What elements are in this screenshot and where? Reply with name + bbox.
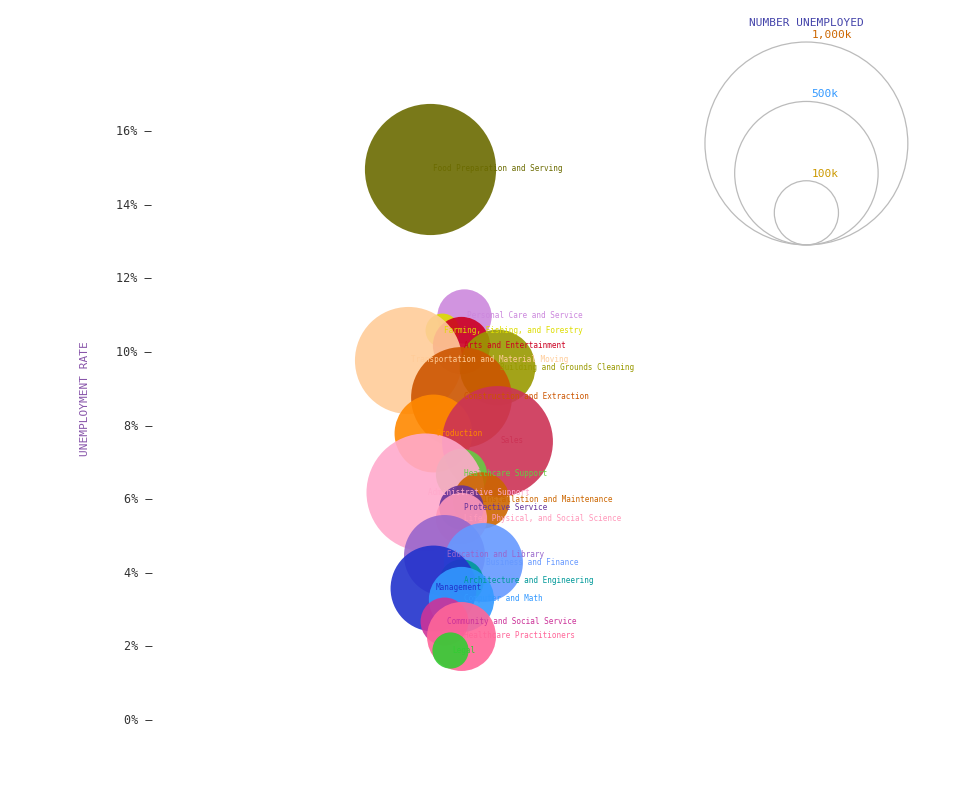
Text: 0% —: 0% —: [124, 714, 152, 727]
Point: [490, 434, 505, 447]
Text: 2% —: 2% —: [124, 640, 152, 654]
Point: [453, 468, 468, 481]
Point: [453, 339, 468, 351]
Text: Community and Social Service: Community and Social Service: [447, 617, 577, 626]
Point: [456, 309, 471, 322]
Text: Food Preparation and Serving: Food Preparation and Serving: [433, 164, 563, 173]
Text: Healthcare Support: Healthcare Support: [464, 469, 547, 478]
Text: Business and Finance: Business and Finance: [486, 558, 579, 567]
Point: [453, 593, 468, 606]
Text: 10% —: 10% —: [116, 346, 152, 359]
Text: Transportation and Material Moving: Transportation and Material Moving: [411, 355, 568, 364]
Point: [453, 501, 468, 513]
Point: [422, 163, 438, 175]
Text: Installation and Maintenance: Installation and Maintenance: [484, 495, 612, 505]
Text: Management: Management: [436, 583, 482, 592]
Point: [425, 582, 441, 595]
Text: Personal Care and Service: Personal Care and Service: [467, 312, 583, 320]
Text: Healthcare Practitioners: Healthcare Practitioners: [464, 631, 575, 640]
Point: [418, 486, 433, 499]
Point: [490, 361, 505, 374]
Text: Legal: Legal: [453, 646, 476, 655]
Text: Administrative Support: Administrative Support: [427, 488, 529, 497]
Text: Building and Grounds Cleaning: Building and Grounds Cleaning: [500, 363, 635, 371]
Text: Protective Service: Protective Service: [464, 503, 547, 512]
Text: 8% —: 8% —: [124, 419, 152, 433]
Text: Life, Physical, and Social Science: Life, Physical, and Social Science: [464, 513, 621, 523]
Point: [453, 512, 468, 524]
Text: Computer and Math: Computer and Math: [464, 595, 542, 603]
Text: 12% —: 12% —: [116, 273, 152, 285]
Text: UNEMPLOYMENT RATE: UNEMPLOYMENT RATE: [81, 341, 90, 456]
Text: Architecture and Engineering: Architecture and Engineering: [464, 576, 593, 585]
Text: 100k: 100k: [811, 169, 838, 179]
Text: 4% —: 4% —: [124, 567, 152, 579]
Text: Arts and Entertainment: Arts and Entertainment: [464, 340, 565, 350]
Point: [453, 391, 468, 403]
Text: Production: Production: [436, 429, 482, 438]
Point: [437, 614, 452, 627]
Point: [425, 427, 441, 440]
Point: [473, 493, 489, 506]
Text: 1,000k: 1,000k: [811, 30, 852, 40]
Text: Education and Library: Education and Library: [447, 551, 544, 559]
Text: Construction and Extraction: Construction and Extraction: [464, 392, 588, 401]
Title: NUMBER UNEMPLOYED: NUMBER UNEMPLOYED: [749, 18, 864, 29]
Text: 6% —: 6% —: [124, 493, 152, 506]
Point: [476, 556, 492, 568]
Point: [434, 324, 449, 337]
Text: Farming, Fishing, and Forestry: Farming, Fishing, and Forestry: [444, 326, 583, 335]
Text: Sales: Sales: [500, 436, 523, 446]
Point: [453, 630, 468, 642]
Point: [453, 574, 468, 587]
Point: [443, 644, 458, 657]
Text: 16% —: 16% —: [116, 125, 152, 139]
Point: [400, 354, 416, 367]
Text: 14% —: 14% —: [116, 199, 152, 212]
Point: [437, 548, 452, 561]
Text: 500k: 500k: [811, 89, 838, 100]
